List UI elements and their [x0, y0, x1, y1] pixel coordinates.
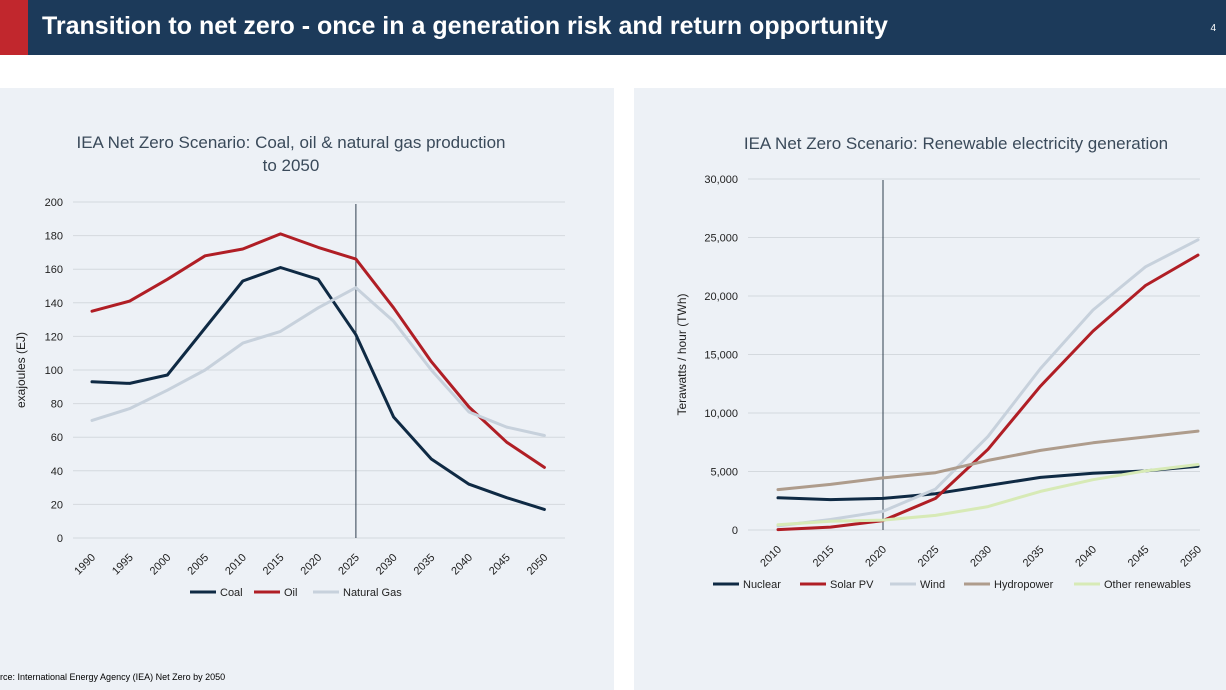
- chart0-xtick-label-2030: 2030: [374, 552, 400, 578]
- chart0-series-line-natural-gas: [90, 286, 546, 437]
- chart1-series-line-wind: [776, 238, 1200, 528]
- header-bar: [0, 0, 1226, 55]
- chart1-y-axis-label: Terawatts / hour (TWh): [675, 293, 689, 415]
- chart1-ytick-label-1: 5,000: [710, 467, 738, 479]
- chart0-y-axis-label: exajoules (EJ): [14, 332, 28, 408]
- chart1-xtick-label-2035: 2035: [1021, 544, 1047, 570]
- chart1-legend-label-other-renewables: Other renewables: [1104, 579, 1191, 591]
- chart0-xtick-label-2020: 2020: [299, 552, 325, 578]
- chart0-xtick-label-2040: 2040: [449, 552, 475, 578]
- chart1-ytick-label-0: 0: [732, 525, 738, 537]
- chart0-xtick-label-1990: 1990: [72, 552, 98, 578]
- page-title: Transition to net zero - once in a gener…: [42, 12, 888, 40]
- chart0-legend-label-coal: Coal: [220, 587, 243, 599]
- chart0-legend-label-oil: Oil: [284, 587, 297, 599]
- chart1-xtick-label-2020: 2020: [863, 544, 889, 570]
- chart0-ytick-label-7: 140: [45, 298, 63, 310]
- chart1-xtick-label-2025: 2025: [916, 544, 942, 570]
- page-number: 4: [1210, 23, 1216, 34]
- chart0-xtick-label-1995: 1995: [110, 552, 136, 578]
- chart1-ytick-label-3: 15,000: [704, 350, 738, 362]
- chart1-series-line-nuclear: [776, 464, 1200, 502]
- chart0-ytick-label-3: 60: [51, 432, 63, 444]
- chart1-legend-label-nuclear: Nuclear: [743, 579, 781, 591]
- chart0-ytick-label-6: 120: [45, 331, 63, 343]
- chart1-xtick-label-2015: 2015: [811, 544, 837, 570]
- chart1-legend-label-wind: Wind: [920, 579, 945, 591]
- chart1-xtick-label-2040: 2040: [1073, 544, 1099, 570]
- chart1-series-line-other-renewables: [776, 463, 1200, 527]
- chart0-ytick-label-10: 200: [45, 197, 63, 209]
- chart1-legend-label-solar-pv: Solar PV: [830, 579, 874, 591]
- chart1-series-line-solar-pv: [776, 253, 1200, 532]
- chart0-series-line-coal: [90, 266, 546, 511]
- chart0-title-line-1: to 2050: [263, 156, 320, 175]
- chart0-title-line-0: IEA Net Zero Scenario: Coal, oil & natur…: [76, 133, 505, 152]
- header-accent: [0, 0, 28, 55]
- chart0-ytick-label-0: 0: [57, 533, 63, 545]
- chart1-xtick-label-2010: 2010: [758, 544, 784, 570]
- chart-panel-renewables: [634, 88, 1226, 690]
- chart1-ytick-label-4: 20,000: [704, 291, 738, 303]
- chart0-xtick-label-2035: 2035: [412, 552, 438, 578]
- chart-panel-fossil: [0, 88, 614, 690]
- source-note: rce: International Energy Agency (IEA) N…: [0, 672, 226, 682]
- chart1-xtick-label-2050: 2050: [1178, 544, 1204, 570]
- chart1-legend-label-hydropower: Hydropower: [994, 579, 1054, 591]
- chart1-ytick-label-2: 10,000: [704, 408, 738, 420]
- chart1-series-line-hydropower: [776, 429, 1200, 492]
- chart0-ytick-label-2: 40: [51, 466, 63, 478]
- chart0-ytick-label-4: 80: [51, 399, 63, 411]
- chart0-xtick-label-2005: 2005: [185, 552, 211, 578]
- chart1-title-line-0: IEA Net Zero Scenario: Renewable electri…: [744, 134, 1168, 153]
- chart0-xtick-label-2015: 2015: [261, 552, 287, 578]
- chart0-xtick-label-2025: 2025: [336, 552, 362, 578]
- chart1-xtick-label-2045: 2045: [1126, 544, 1152, 570]
- chart0-xtick-label-2050: 2050: [525, 552, 551, 578]
- chart0-xtick-label-2000: 2000: [148, 552, 174, 578]
- chart1-ytick-label-5: 25,000: [704, 233, 738, 245]
- chart1-ytick-label-6: 30,000: [704, 174, 738, 186]
- chart0-ytick-label-9: 180: [45, 231, 63, 243]
- chart0-xtick-label-2010: 2010: [223, 552, 249, 578]
- chart0-ytick-label-5: 100: [45, 365, 63, 377]
- chart0-xtick-label-2045: 2045: [487, 552, 513, 578]
- chart0-ytick-label-8: 160: [45, 264, 63, 276]
- chart0-ytick-label-1: 20: [51, 499, 63, 511]
- chart1-xtick-label-2030: 2030: [968, 544, 994, 570]
- chart0-series-line-oil: [90, 232, 546, 469]
- chart0-legend-label-natural-gas: Natural Gas: [343, 587, 402, 599]
